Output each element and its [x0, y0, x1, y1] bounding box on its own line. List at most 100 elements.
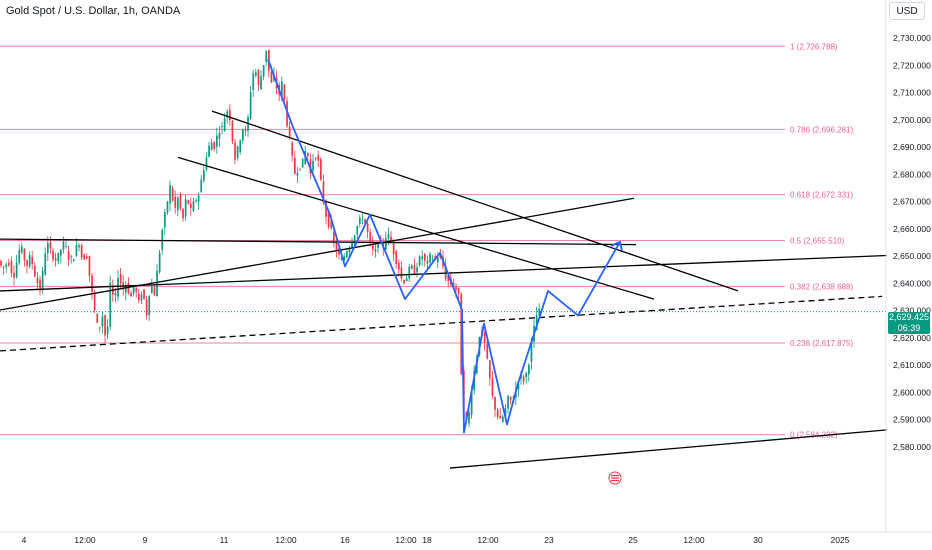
trend-line-upper-mid — [0, 197, 635, 311]
candle-body — [34, 265, 36, 277]
candle-body — [291, 142, 294, 156]
candle-body — [184, 199, 187, 217]
candle-body — [86, 256, 88, 259]
candle-body — [156, 270, 158, 297]
candle-body — [385, 238, 387, 250]
candle-body — [239, 140, 242, 153]
candle-body — [395, 251, 398, 264]
candle-body — [231, 120, 234, 142]
candle-body — [192, 201, 195, 212]
candle-body — [135, 288, 138, 292]
x-tick-label: 12:00 — [275, 535, 297, 545]
candle-body — [416, 267, 418, 273]
fibonacci-retracement[interactable]: 1 (2,726.788) 0.786 (2,696.281) 0.618 (2,6… — [0, 42, 886, 440]
x-tick-label: 30 — [753, 535, 763, 545]
candle-body — [398, 262, 400, 270]
x-tick-label: 12:00 — [683, 535, 705, 545]
candle-body — [494, 397, 496, 410]
candle-body — [242, 129, 244, 141]
candle-body — [372, 243, 374, 250]
candle-body — [330, 221, 333, 229]
candle-body — [114, 293, 117, 296]
candle-body — [322, 181, 325, 203]
y-tick-label: 2,680.000 — [893, 169, 931, 179]
candle-body — [2, 266, 5, 268]
candle-body — [377, 244, 379, 249]
candle-body — [73, 259, 75, 262]
candle-body — [104, 315, 106, 336]
candle-body — [91, 275, 93, 293]
candle-body — [117, 278, 119, 297]
candle-body — [327, 212, 330, 227]
candle-body — [140, 294, 143, 301]
x-tick-label: 16 — [340, 535, 350, 545]
candle-body — [31, 256, 34, 265]
candle-body — [101, 316, 104, 327]
candle-body — [499, 415, 502, 419]
candle-body — [281, 81, 283, 97]
candle-body — [130, 292, 132, 297]
candle-body — [418, 256, 421, 266]
y-tick-label: 2,690.000 — [893, 142, 931, 152]
candle-body — [18, 249, 21, 263]
candle-body — [161, 229, 164, 250]
candle-body — [317, 155, 320, 161]
candle-body — [455, 286, 457, 290]
candle-body — [106, 326, 109, 334]
candle-body — [177, 197, 179, 211]
candle-body — [252, 73, 255, 90]
candle-body — [307, 153, 309, 157]
y-tick-label: 2,610.000 — [893, 360, 931, 370]
candle-body — [538, 308, 541, 316]
candle-body — [169, 185, 171, 204]
candle-body — [164, 212, 166, 228]
candle-body — [93, 292, 96, 311]
fib-level-label: 0.382 (2,638.688) — [790, 282, 853, 291]
candle-body — [340, 257, 343, 260]
trend-line-desc-upper — [211, 110, 739, 292]
y-tick-label: 2,700.000 — [893, 115, 931, 125]
candle-body — [507, 395, 509, 409]
candle-body — [75, 245, 78, 256]
candle-body — [166, 201, 169, 214]
y-tick-label: 2,630.000 — [893, 306, 931, 316]
y-tick-label: 2,620.000 — [893, 333, 931, 343]
candle-body — [109, 282, 112, 327]
candle-body — [338, 247, 340, 255]
y-tick-label: 2,590.000 — [893, 415, 931, 425]
candle-body — [489, 360, 491, 379]
candle-body — [52, 250, 54, 260]
candle-body — [426, 260, 429, 264]
trend-line-dashed-support — [0, 295, 883, 352]
candle-body — [88, 255, 91, 276]
candle-body — [353, 235, 356, 244]
y-tick-label: 2,670.000 — [893, 197, 931, 207]
candle-body — [390, 236, 392, 242]
projection-path[interactable] — [267, 58, 623, 434]
candle-body — [229, 109, 231, 121]
y-tick-label: 2,580.000 — [893, 442, 931, 452]
candle-body — [5, 264, 8, 267]
candle-body — [80, 245, 83, 258]
candle-body — [444, 265, 447, 279]
candle-body — [374, 248, 377, 252]
trend-lines[interactable] — [0, 110, 888, 485]
candle-body — [299, 168, 301, 170]
candle-body — [333, 232, 335, 241]
x-tick-label: 12:00 — [395, 535, 417, 545]
candle-body — [301, 158, 304, 168]
candle-body — [151, 286, 153, 293]
candle-body — [343, 256, 346, 261]
currency-button[interactable]: USD — [889, 2, 925, 20]
candle-body — [47, 243, 49, 254]
candle-body — [208, 145, 210, 157]
candle-body — [234, 142, 236, 160]
candle-body — [67, 251, 70, 261]
candle-body — [99, 327, 101, 329]
candle-body — [213, 141, 216, 149]
candle-body — [509, 396, 512, 400]
x-tick-label: 9 — [143, 535, 148, 545]
candle-body — [148, 295, 151, 315]
